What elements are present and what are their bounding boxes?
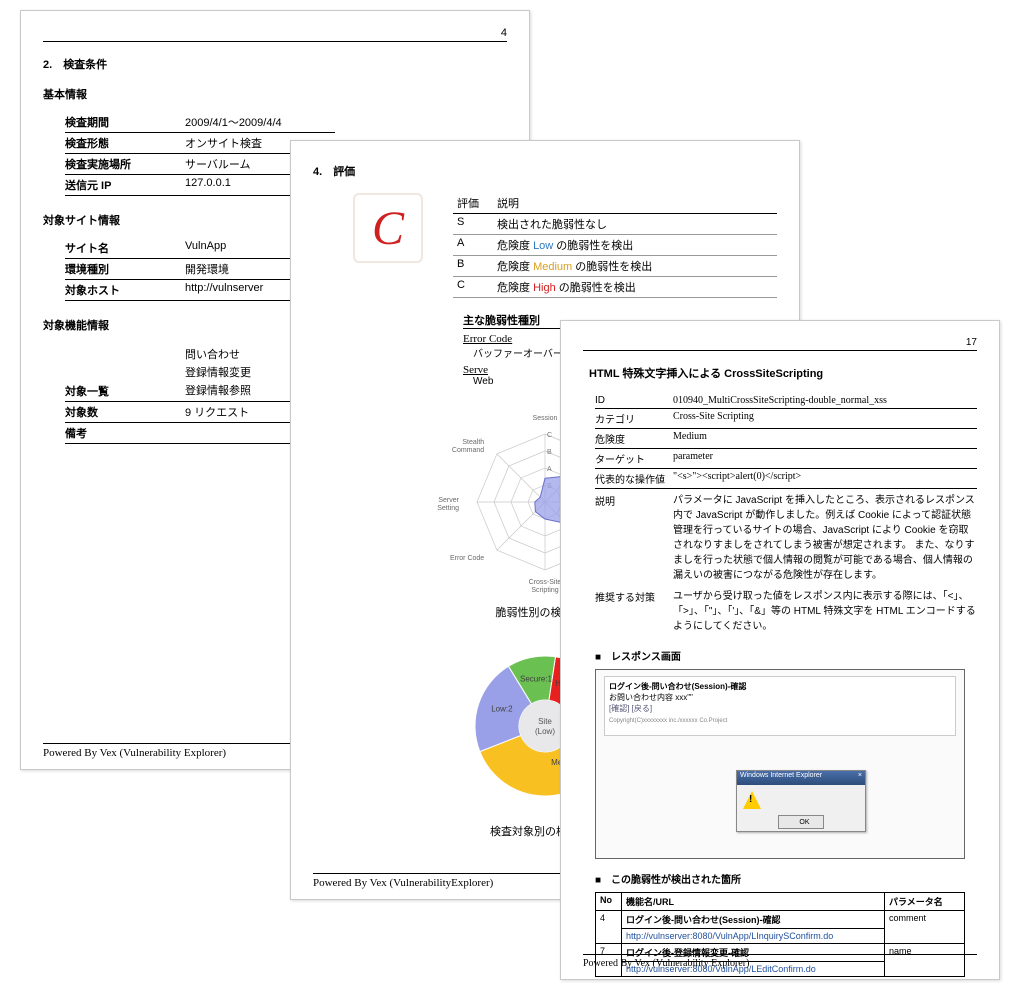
loc-no: 4 xyxy=(596,911,622,944)
detail-key: カテゴリ xyxy=(595,409,665,429)
detail-row: ターゲット parameter xyxy=(595,449,977,469)
page-number: 4 xyxy=(43,27,507,42)
rec-label: 推奨する対策 xyxy=(595,587,665,636)
svg-text:Low:2: Low:2 xyxy=(491,704,513,713)
dialog-titlebar: Windows Internet Explorer × xyxy=(737,771,865,785)
svg-text:Command: Command xyxy=(452,447,484,454)
detail-val: parameter xyxy=(665,449,977,469)
svg-text:B: B xyxy=(547,449,552,456)
note-label: 備考 xyxy=(65,423,185,444)
description-row: 説明 パラメータに JavaScript を挿入したところ、表示されるレスポンス… xyxy=(595,491,977,585)
kv-key: サイト名 xyxy=(65,238,185,259)
detail-key: ID xyxy=(595,393,665,409)
svg-text:A: A xyxy=(547,466,552,473)
loc-param: comment xyxy=(885,911,965,944)
desc-text: パラメータに JavaScript を挿入したところ、表示されるレスポンス内で … xyxy=(665,491,977,585)
svg-text:Cross-Site: Cross-Site xyxy=(529,579,562,586)
kv-row: 検査期間 2009/4/1～2009/4/4 xyxy=(65,112,507,133)
table-row: 4 ログイン後-問い合わせ(Session)-確認 comment xyxy=(596,911,965,929)
eval-desc: 危険度 Low の脆弱性を検出 xyxy=(493,235,777,255)
detail-val: 010940_MultiCrossSiteScripting-double_no… xyxy=(665,393,977,409)
response-screenshot: ログイン後-問い合わせ(Session)-確認 お問い合わせ内容 xxx"" [… xyxy=(595,669,965,859)
detail-key: ターゲット xyxy=(595,449,665,469)
loc-name: ログイン後-問い合わせ(Session)-確認 xyxy=(622,911,885,929)
eval-grade: B xyxy=(453,256,493,276)
page-footer: Powered By Vex (Vulnerability Explorer) xyxy=(583,954,977,969)
vuln-detail-rows: ID 010940_MultiCrossSiteScripting-double… xyxy=(583,393,977,489)
eval-row: C 危険度 High の脆弱性を検出 xyxy=(453,277,777,298)
detail-val: Medium xyxy=(665,429,977,449)
detail-val: Cross-Site Scripting xyxy=(665,409,977,429)
svg-text:Stealth: Stealth xyxy=(462,439,484,446)
loc-url: http://vulnserver:8080/VulnApp/LInquiryS… xyxy=(622,929,885,944)
svg-text:Error Code: Error Code xyxy=(450,555,484,562)
func-count-label: 対象数 xyxy=(65,402,185,423)
svg-text:Site: Site xyxy=(538,717,552,726)
kv-key: 環境種別 xyxy=(65,259,185,280)
detail-val: "<s>"><script>alert(0)</script> xyxy=(665,469,977,489)
eval-row: S 検出された脆弱性なし xyxy=(453,214,777,235)
eval-desc: 危険度 Medium の脆弱性を検出 xyxy=(493,256,777,276)
desc-label: 説明 xyxy=(595,491,665,585)
ok-button[interactable]: OK xyxy=(778,815,824,829)
detail-row: カテゴリ Cross-Site Scripting xyxy=(595,409,977,429)
kv-key: 対象ホスト xyxy=(65,280,185,301)
alert-dialog: Windows Internet Explorer × OK xyxy=(736,770,866,832)
section-title: 2. 検査条件 xyxy=(43,56,507,72)
eval-grade: A xyxy=(453,235,493,255)
svg-text:Scripting: Scripting xyxy=(531,587,558,594)
detail-row: ID 010940_MultiCrossSiteScripting-double… xyxy=(595,393,977,409)
response-panel: ログイン後-問い合わせ(Session)-確認 お問い合わせ内容 xxx"" [… xyxy=(604,676,956,736)
section-title: 4. 評価 xyxy=(313,163,777,179)
evaluation-table: 評価 説明 S 検出された脆弱性なし A 危険度 Low の脆弱性を検出 B 危… xyxy=(453,193,777,298)
close-icon: × xyxy=(858,772,862,784)
detail-row: 危険度 Medium xyxy=(595,429,977,449)
eval-desc: 検出された脆弱性なし xyxy=(493,214,777,234)
detail-row: 代表的な操作値 "<s>"><script>alert(0)</script> xyxy=(595,469,977,489)
location-title: ■ この脆弱性が検出された箇所 xyxy=(595,871,977,886)
kv-key: 検査形態 xyxy=(65,133,185,154)
eval-desc: 危険度 High の脆弱性を検出 xyxy=(493,277,777,297)
eval-grade: S xyxy=(453,214,493,234)
eval-grade: C xyxy=(453,277,493,297)
eval-header: 評価 説明 xyxy=(453,193,777,214)
detail-key: 代表的な操作値 xyxy=(595,469,665,489)
response-title: ■ レスポンス画面 xyxy=(595,648,977,663)
warning-icon xyxy=(743,791,761,809)
eval-row: A 危険度 Low の脆弱性を検出 xyxy=(453,235,777,256)
svg-text:Server: Server xyxy=(438,497,459,504)
kv-key: 送信元 IP xyxy=(65,175,185,196)
eval-row: B 危険度 Medium の脆弱性を検出 xyxy=(453,256,777,277)
grade-letter: C xyxy=(353,193,423,263)
page-number: 17 xyxy=(583,337,977,351)
svg-text:(Low): (Low) xyxy=(535,727,555,736)
svg-text:Session: Session xyxy=(533,415,558,422)
kv-val: 2009/4/1～2009/4/4 xyxy=(185,112,335,133)
svg-text:Secure:1: Secure:1 xyxy=(520,674,553,683)
detail-key: 危険度 xyxy=(595,429,665,449)
kv-key: 検査実施場所 xyxy=(65,154,185,175)
svg-text:Setting: Setting xyxy=(437,505,459,512)
svg-text:C: C xyxy=(547,432,552,439)
kv-key: 検査期間 xyxy=(65,112,185,133)
evaluation-wrap: C 評価 説明 S 検出された脆弱性なし A 危険度 Low の脆弱性を検出 B… xyxy=(313,193,777,298)
func-list-label: 対象一覧 xyxy=(65,381,185,402)
recommend-row: 推奨する対策 ユーザから受け取った値をレスポンス内に表示する際には、「<」、「>… xyxy=(595,587,977,636)
vuln-title: HTML 特殊文字挿入による CrossSiteScripting xyxy=(589,365,977,381)
basic-info-title: 基本情報 xyxy=(43,86,507,102)
rec-text: ユーザから受け取った値をレスポンス内に表示する際には、「<」、「>」、「"」、「… xyxy=(665,587,977,636)
report-page-3: 17 HTML 特殊文字挿入による CrossSiteScripting ID … xyxy=(560,320,1000,980)
